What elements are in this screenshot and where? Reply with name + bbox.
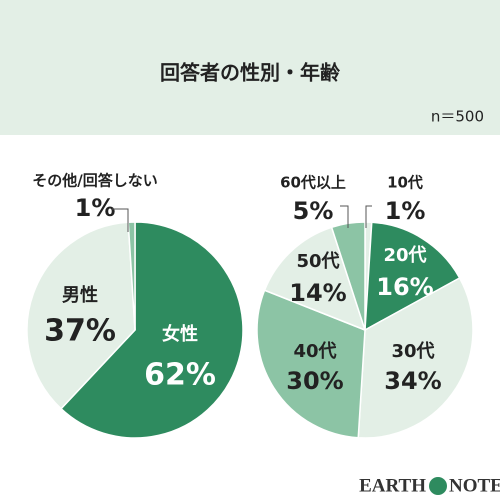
- sample-size: n＝500: [431, 108, 484, 126]
- slice-label: 20代: [383, 245, 426, 266]
- title: 回答者の性別・年齢: [160, 61, 341, 85]
- slice-label: 女性: [162, 323, 198, 345]
- slice-label: 30代: [391, 341, 434, 362]
- leader-line: [365, 205, 372, 228]
- slice-label: 40代: [293, 341, 336, 362]
- leader-line: [112, 208, 129, 232]
- leader-line: [340, 205, 349, 228]
- pie-slice: [26, 221, 136, 410]
- slice-value-label: 1%: [385, 197, 426, 225]
- slice-value-label: 14%: [289, 279, 346, 307]
- pie-slice: [60, 221, 244, 439]
- slice-value-label: 34%: [384, 367, 441, 395]
- slice-label: その他/回答しない: [32, 172, 157, 190]
- slice-value-label: 62%: [144, 358, 216, 393]
- header-band: [0, 0, 500, 135]
- pie-slice: [256, 289, 366, 439]
- slice-value-label: 30%: [286, 367, 343, 395]
- slice-label: 50代: [296, 251, 339, 272]
- brand-globe: [429, 477, 447, 495]
- slice-value-label: 16%: [376, 273, 433, 301]
- pie-slice: [357, 276, 474, 439]
- slice-value-label: 37%: [44, 314, 116, 349]
- slice-value-label: 1%: [75, 194, 116, 222]
- slice-label: 男性: [62, 284, 98, 306]
- slice-label: 60代以上: [280, 174, 346, 192]
- pie-slice: [364, 221, 461, 332]
- brand-left: EARTH: [359, 475, 426, 496]
- charts: 女性 62% 男性 37% その他/回答しない 1% 10代 1% 20代 16% 30代 34% 40…: [26, 172, 474, 439]
- brand-right: NOTE: [449, 475, 500, 496]
- slice-value-label: 5%: [293, 197, 334, 225]
- slice-label: 10代: [387, 174, 423, 192]
